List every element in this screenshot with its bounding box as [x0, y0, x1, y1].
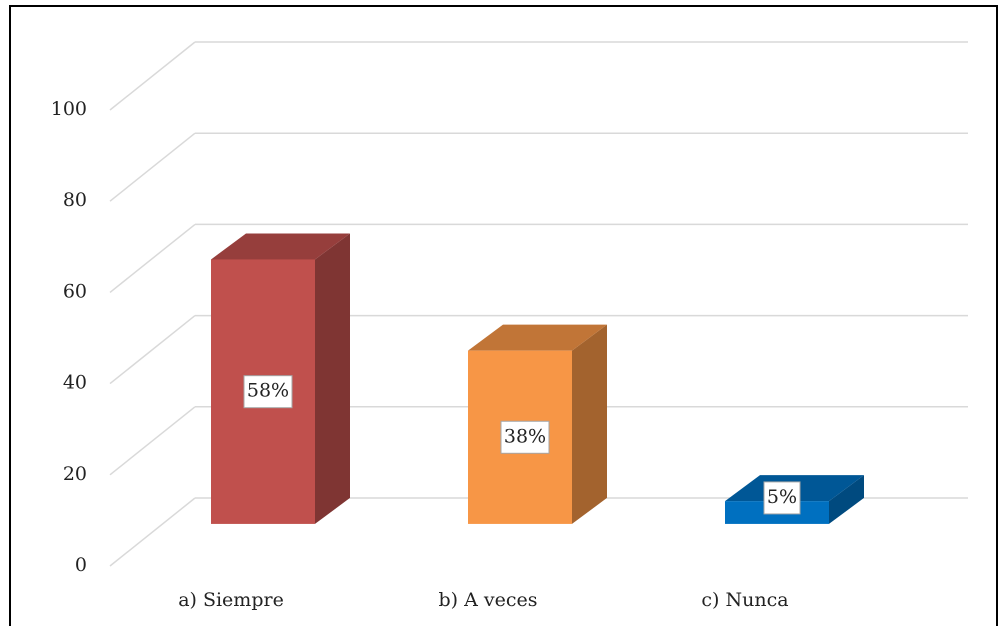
bar-side — [572, 324, 607, 524]
y-tick-label: 20 — [63, 463, 87, 485]
y-tick-label: 40 — [63, 372, 87, 394]
x-tick-label: b) A veces — [439, 589, 538, 611]
y-tick-label: 60 — [63, 280, 87, 302]
grid-diagonal — [109, 41, 196, 111]
x-tick-label: c) Nunca — [701, 589, 788, 611]
value-label: 58% — [247, 380, 289, 402]
bar-side — [829, 475, 864, 524]
grid-diagonal — [109, 406, 196, 476]
y-tick-label: 100 — [51, 98, 87, 120]
x-tick-label: a) Siempre — [178, 589, 284, 611]
y-tick-label: 80 — [63, 189, 87, 211]
value-label-box — [763, 481, 801, 515]
y-tick-label: 0 — [75, 554, 87, 576]
value-label-box — [243, 375, 293, 409]
value-label: 5% — [767, 486, 797, 508]
value-label-box — [500, 420, 550, 454]
grid-diagonal — [109, 223, 196, 293]
bar-side — [315, 233, 350, 524]
grid-diagonal — [109, 497, 196, 567]
grid-diagonal — [109, 315, 196, 385]
value-label: 38% — [504, 425, 546, 447]
bar-top — [211, 233, 350, 260]
grid-diagonal — [109, 132, 196, 202]
bar-top — [468, 324, 607, 351]
